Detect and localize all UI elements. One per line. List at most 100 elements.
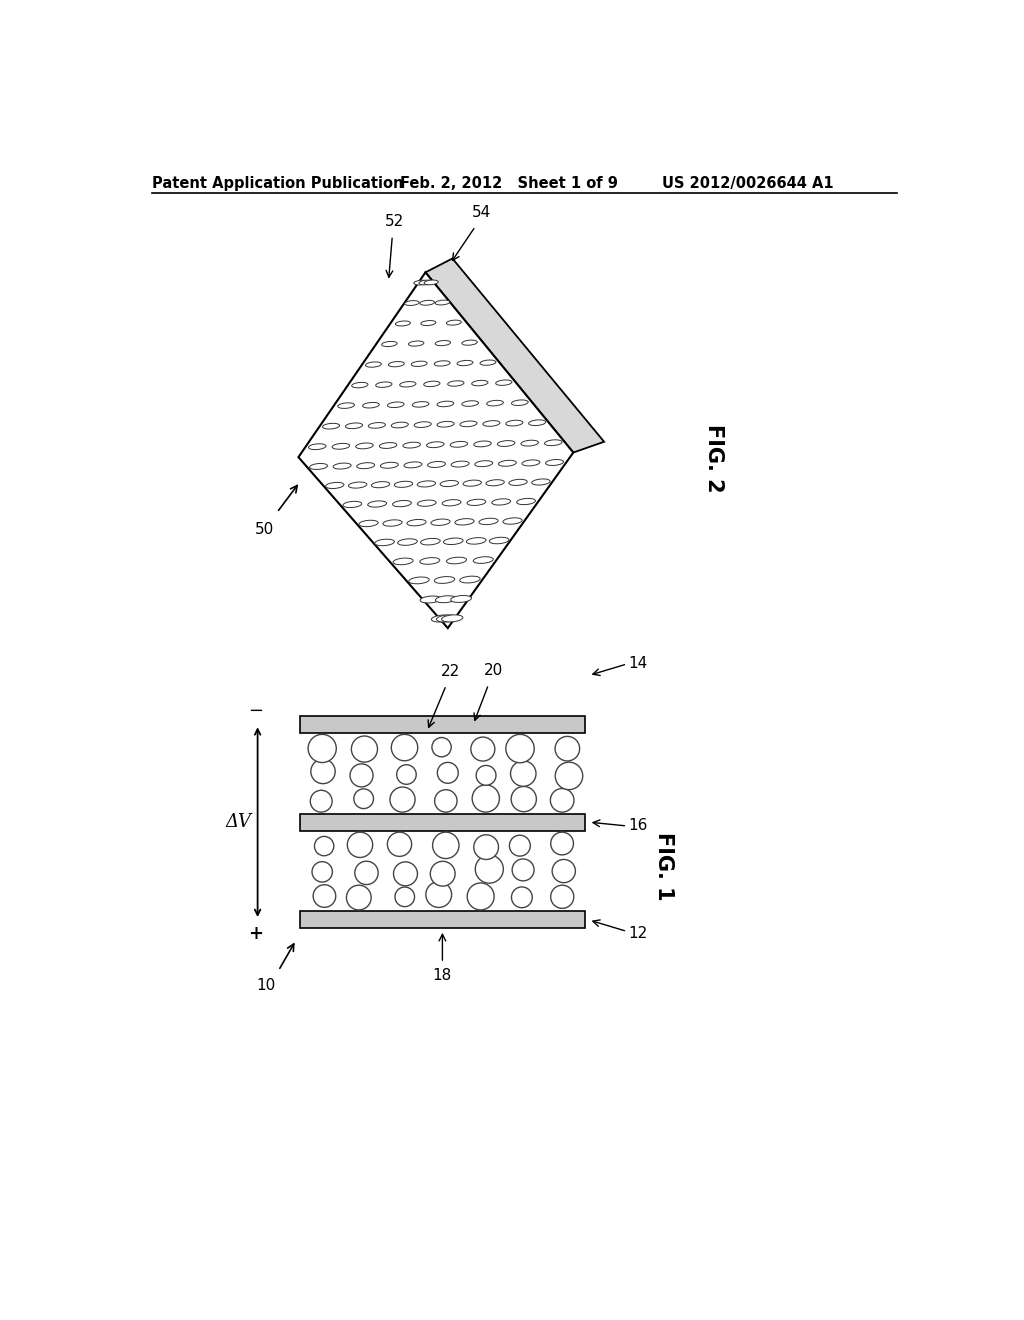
Ellipse shape — [446, 321, 462, 325]
Ellipse shape — [511, 887, 532, 908]
Ellipse shape — [390, 787, 415, 812]
Ellipse shape — [434, 789, 457, 812]
Bar — [300, 911, 585, 928]
Text: FIG. 2: FIG. 2 — [705, 425, 724, 492]
Ellipse shape — [427, 442, 444, 447]
Ellipse shape — [521, 440, 539, 446]
Ellipse shape — [404, 301, 419, 305]
Ellipse shape — [451, 441, 468, 447]
Polygon shape — [425, 259, 604, 453]
Ellipse shape — [455, 519, 474, 525]
Ellipse shape — [418, 500, 436, 507]
Text: Feb. 2, 2012   Sheet 1 of 9: Feb. 2, 2012 Sheet 1 of 9 — [400, 176, 617, 190]
Ellipse shape — [402, 442, 421, 447]
Bar — [300, 715, 585, 733]
Ellipse shape — [375, 539, 394, 545]
Ellipse shape — [435, 300, 450, 305]
Ellipse shape — [473, 557, 494, 564]
Text: 10: 10 — [256, 978, 275, 994]
Ellipse shape — [506, 734, 535, 763]
Ellipse shape — [451, 595, 471, 602]
Ellipse shape — [503, 517, 522, 524]
Ellipse shape — [394, 482, 413, 487]
Ellipse shape — [354, 861, 378, 884]
Ellipse shape — [356, 463, 375, 469]
Ellipse shape — [391, 422, 409, 428]
Ellipse shape — [426, 882, 452, 907]
Ellipse shape — [522, 459, 540, 466]
Ellipse shape — [362, 403, 379, 408]
Ellipse shape — [475, 855, 504, 883]
Ellipse shape — [312, 862, 333, 882]
Ellipse shape — [391, 734, 418, 760]
Ellipse shape — [428, 462, 445, 467]
Text: 20: 20 — [484, 663, 503, 678]
Ellipse shape — [343, 502, 361, 508]
Ellipse shape — [555, 737, 580, 760]
Ellipse shape — [546, 459, 563, 466]
Ellipse shape — [351, 737, 378, 762]
Ellipse shape — [474, 441, 492, 447]
Ellipse shape — [355, 444, 373, 449]
Ellipse shape — [545, 440, 562, 446]
Ellipse shape — [435, 595, 457, 603]
Text: 12: 12 — [629, 925, 648, 941]
Bar — [300, 813, 585, 830]
Ellipse shape — [486, 479, 504, 486]
Ellipse shape — [397, 539, 417, 545]
Text: FIG. 1: FIG. 1 — [654, 833, 674, 902]
Ellipse shape — [437, 401, 454, 407]
Ellipse shape — [414, 422, 431, 428]
Ellipse shape — [472, 785, 500, 812]
Ellipse shape — [313, 884, 336, 907]
Text: 14: 14 — [629, 656, 648, 671]
Ellipse shape — [395, 321, 411, 326]
Text: 22: 22 — [441, 664, 460, 678]
Ellipse shape — [420, 557, 439, 564]
Ellipse shape — [351, 383, 368, 388]
Ellipse shape — [413, 401, 429, 407]
Ellipse shape — [434, 360, 450, 366]
Ellipse shape — [407, 520, 426, 525]
Ellipse shape — [511, 787, 537, 812]
Ellipse shape — [509, 836, 530, 857]
Ellipse shape — [452, 461, 469, 467]
Ellipse shape — [383, 520, 402, 527]
Ellipse shape — [437, 421, 454, 428]
Ellipse shape — [552, 859, 575, 883]
Ellipse shape — [419, 280, 433, 285]
Text: 54: 54 — [472, 205, 490, 220]
Ellipse shape — [323, 424, 340, 429]
Ellipse shape — [460, 576, 480, 583]
Ellipse shape — [421, 539, 440, 545]
Ellipse shape — [486, 400, 504, 405]
Ellipse shape — [314, 837, 334, 855]
Text: 52: 52 — [385, 214, 403, 230]
Polygon shape — [298, 272, 573, 628]
Ellipse shape — [472, 380, 488, 385]
Ellipse shape — [499, 461, 516, 466]
Ellipse shape — [326, 482, 344, 488]
Ellipse shape — [551, 832, 573, 855]
Ellipse shape — [462, 401, 478, 407]
Ellipse shape — [498, 441, 515, 446]
Text: −: − — [249, 701, 263, 719]
Ellipse shape — [359, 520, 378, 527]
Ellipse shape — [396, 764, 416, 784]
Ellipse shape — [417, 480, 435, 487]
Text: 18: 18 — [433, 969, 452, 983]
Ellipse shape — [430, 862, 455, 886]
Ellipse shape — [489, 537, 509, 544]
Ellipse shape — [368, 500, 386, 507]
Ellipse shape — [437, 763, 459, 783]
Ellipse shape — [550, 788, 574, 812]
Ellipse shape — [420, 597, 441, 603]
Ellipse shape — [420, 301, 434, 305]
Ellipse shape — [466, 537, 486, 544]
Ellipse shape — [372, 482, 390, 488]
Ellipse shape — [308, 444, 326, 450]
Ellipse shape — [432, 832, 459, 858]
Ellipse shape — [479, 519, 498, 524]
Ellipse shape — [467, 499, 485, 506]
Ellipse shape — [387, 832, 412, 857]
